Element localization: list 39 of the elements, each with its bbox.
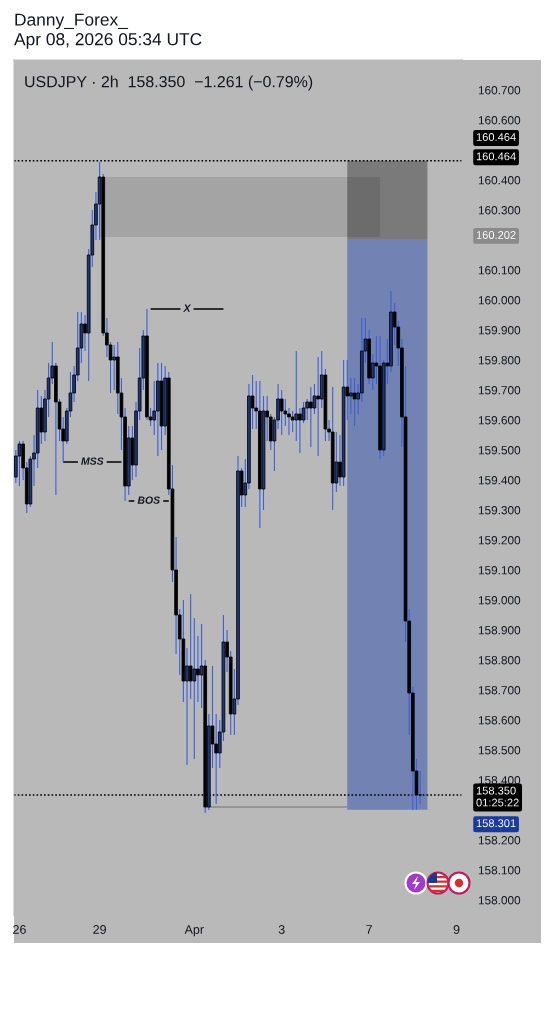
ref-line-label: 158.350 01:25:22 bbox=[476, 786, 519, 807]
y-tick-label: 159.400 bbox=[478, 476, 521, 485]
annotation: X bbox=[183, 304, 191, 312]
y-tick-label: 158.500 bbox=[478, 746, 521, 755]
y-tick-label: 158.600 bbox=[478, 716, 521, 725]
x-tick-label: 26 bbox=[13, 925, 26, 934]
text: 160.202 bbox=[476, 231, 516, 239]
ref-line-label: 160.464 bbox=[476, 152, 516, 161]
y-tick-label: 158.900 bbox=[478, 626, 521, 635]
y-tick-label: 159.600 bbox=[478, 416, 521, 425]
x-tick-label: 29 bbox=[93, 925, 106, 934]
x-tick-label: 7 bbox=[366, 925, 372, 934]
y-tick-label: 158.000 bbox=[478, 896, 521, 905]
y-tick-label: 159.500 bbox=[478, 446, 521, 455]
y-tick-label: 159.800 bbox=[478, 356, 521, 365]
y-tick-label: 158.100 bbox=[478, 866, 521, 875]
x-tick-label: 9 bbox=[453, 925, 460, 934]
y-tick-label: 159.900 bbox=[478, 326, 521, 335]
text: USDJPY · 2h 158.350 −1.261 (−0.79%) bbox=[25, 75, 313, 91]
y-tick-label: 160.400 bbox=[478, 176, 521, 185]
y-tick-label: 159.700 bbox=[478, 386, 521, 395]
text: 160.464 bbox=[476, 133, 516, 141]
y-tick-label: 160.700 bbox=[478, 86, 521, 95]
y-tick-label: 159.100 bbox=[478, 566, 521, 575]
y-tick-label: 160.000 bbox=[478, 296, 521, 305]
y-tick-label: 160.100 bbox=[478, 266, 521, 275]
y-tick-label: 158.700 bbox=[478, 686, 521, 695]
text: 158.301 bbox=[476, 819, 516, 828]
y-tick-label: 160.300 bbox=[478, 206, 521, 215]
chart-subtitle: Danny_Forex_ Apr 08, 2026 05:34 UTC bbox=[14, 13, 202, 49]
y-tick-label: 159.000 bbox=[478, 596, 521, 605]
x-tick-label: 3 bbox=[278, 925, 285, 934]
y-tick-label: 159.200 bbox=[478, 536, 521, 545]
x-tick-label: Apr bbox=[184, 925, 204, 937]
y-tick-label: 159.300 bbox=[478, 506, 521, 515]
y-tick-label: 158.800 bbox=[478, 656, 521, 665]
y-tick-label: 158.200 bbox=[478, 836, 521, 845]
y-tick-label: 158.400 bbox=[478, 776, 521, 785]
y-tick-label: 160.600 bbox=[478, 116, 521, 125]
